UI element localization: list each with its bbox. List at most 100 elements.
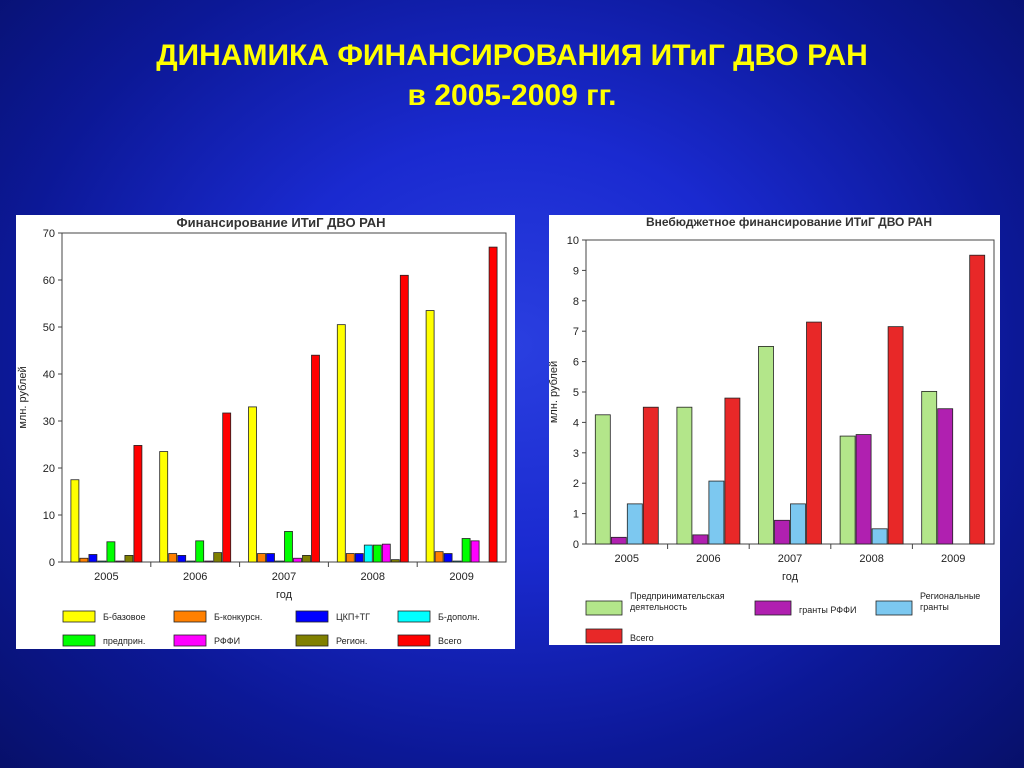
legend-swatch [585, 628, 623, 644]
x-axis-label: год [782, 571, 799, 583]
y-tick-label: 4 [573, 417, 579, 429]
legend-swatch [875, 600, 913, 616]
bar [266, 553, 275, 563]
bar [372, 544, 382, 563]
y-axis-label: млн. рублей [549, 361, 560, 423]
y-axis-label: млн. рублей [17, 366, 29, 428]
bar [806, 321, 822, 545]
bar [626, 503, 643, 545]
y-tick-label: 9 [573, 265, 579, 277]
bar [97, 560, 107, 563]
bar [937, 408, 954, 545]
legend-swatch [585, 600, 623, 616]
bar [133, 445, 143, 563]
y-tick-label: 70 [43, 228, 55, 240]
y-tick-label: 60 [43, 275, 55, 287]
y-tick-label: 20 [43, 463, 55, 475]
y-tick-label: 6 [573, 357, 579, 369]
y-tick-label: 50 [43, 322, 55, 334]
bar [594, 414, 611, 545]
slide-title: ДИНАМИКА ФИНАНСИРОВАНИЯ ИТиГ ДВО РАН в 2… [0, 36, 1024, 116]
legend-swatch [173, 634, 207, 647]
left-chart: Финансирование ИТиГ ДВО РАН 0 10 20 30 40 50 60… [17, 215, 507, 647]
y-tick-label: 1 [573, 509, 579, 521]
legend-label: гранты РФФИ [799, 605, 856, 615]
chart-title: Финансирование ИТиГ ДВО РАН [177, 215, 386, 230]
bar [124, 555, 134, 563]
bar [790, 503, 806, 545]
bar [425, 310, 435, 563]
legend-label: Б-дополн. [438, 612, 480, 622]
x-tick-label: 2008 [361, 571, 385, 583]
x-axis-label: год [276, 589, 293, 601]
y-tick-label: 3 [573, 448, 579, 460]
bar [222, 412, 232, 563]
bar [248, 406, 257, 563]
legend-label: Регион. [336, 636, 367, 646]
legend-swatch [62, 634, 96, 647]
bar [257, 553, 266, 563]
bar [204, 560, 214, 563]
legend-label: Б-конкурсн. [214, 612, 262, 622]
bar [708, 480, 725, 545]
legend-label: предприн. [103, 636, 145, 646]
plot-frame [61, 232, 507, 563]
bar [921, 390, 938, 545]
legend-label: ЦКП+ТГ [336, 612, 370, 622]
y-tick-label: 40 [43, 369, 55, 381]
bar [676, 406, 693, 545]
bar [774, 519, 790, 545]
legend-label: Региональные гранты [920, 591, 980, 612]
legend-swatch [397, 634, 431, 647]
x-tick-label: 2005 [94, 571, 118, 583]
right-chart: Внебюджетное финансирование ИТиГ ДВО РАН… [549, 215, 995, 644]
bar [159, 451, 169, 563]
y-tick-label: 2 [573, 478, 579, 490]
y-tick-label: 30 [43, 416, 55, 428]
legend-swatch [397, 610, 431, 623]
bar [839, 435, 856, 545]
bar [461, 538, 471, 563]
x-tick-label: 2007 [272, 571, 296, 583]
bar [642, 406, 659, 545]
y-tick-label: 0 [573, 539, 579, 551]
bar [70, 479, 80, 563]
bar [275, 560, 284, 563]
bar [692, 534, 709, 545]
bar [336, 324, 346, 563]
bar [969, 254, 986, 545]
bar [390, 559, 400, 563]
y-tick-label: 7 [573, 326, 579, 338]
bar [452, 560, 462, 563]
bar [758, 345, 774, 545]
bar [195, 540, 205, 563]
bar [363, 544, 373, 563]
bar [311, 354, 320, 563]
x-tick-label: 2006 [696, 553, 720, 565]
legend-label: Б-базовое [103, 612, 145, 622]
x-tick-label: 2009 [449, 571, 473, 583]
legend-label: РФФИ [214, 636, 240, 646]
legend-swatch [62, 610, 96, 623]
bar [470, 540, 480, 563]
bar [79, 557, 89, 563]
bar [293, 557, 302, 563]
bar [871, 528, 888, 545]
y-tick-label: 5 [573, 387, 579, 399]
bar [177, 555, 187, 563]
x-tick-label: 2007 [778, 553, 802, 565]
bar [115, 560, 125, 563]
legend-label: Предпринимательская деятельность [630, 591, 725, 612]
bar [106, 541, 116, 563]
y-tick-label: 10 [43, 510, 55, 522]
legend-swatch [295, 610, 329, 623]
bar [284, 531, 293, 563]
chart-title: Внебюджетное финансирование ИТиГ ДВО РАН [646, 215, 932, 229]
bar [488, 246, 498, 563]
slide-title-line-2: в 2005-2009 гг. [407, 79, 617, 112]
bar [887, 326, 904, 545]
bar [610, 536, 627, 545]
y-tick-label: 8 [573, 296, 579, 308]
legend-label: Всего [630, 633, 654, 643]
bar [381, 543, 391, 563]
